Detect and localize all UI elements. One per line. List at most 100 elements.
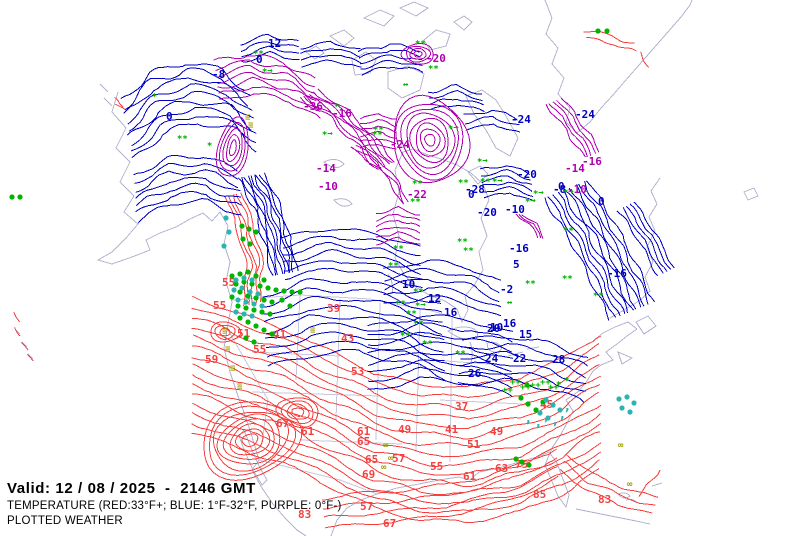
weather-symbol: ≡: [248, 121, 254, 131]
weather-symbol: ∗→: [533, 188, 544, 198]
station-dot-green: [240, 236, 246, 242]
contour-label: 37: [455, 400, 468, 413]
station-dot-teal: [247, 289, 253, 295]
contour-label: 65: [365, 453, 378, 466]
contour-label: 59: [205, 353, 218, 366]
station-dot-green: [246, 226, 252, 232]
station-dot-teal: [255, 291, 261, 297]
contour-label: 65: [357, 435, 370, 448]
weather-symbol: ∗∗: [458, 177, 469, 187]
weather-symbol: ∞: [618, 441, 624, 451]
weather-symbol: ∗∗: [253, 48, 264, 58]
coast-gulf-east: [330, 328, 638, 536]
station-dot-green: [279, 297, 285, 303]
station-dot-green: [251, 339, 257, 345]
contour-label: -10: [567, 183, 587, 196]
contour-label: 12: [428, 292, 441, 305]
weather-symbol: ++: [510, 378, 521, 388]
contour-label: -16: [607, 267, 627, 280]
contour-label: 55: [430, 460, 443, 473]
contour-label: 57: [360, 500, 373, 513]
contour-label: 49: [398, 423, 411, 436]
station-dot-teal: [616, 396, 622, 402]
station-dot-teal: [550, 402, 556, 408]
station-dot-green: [261, 277, 267, 283]
weather-symbol: ++: [540, 378, 551, 388]
weather-symbol: ∗∗: [177, 133, 188, 143]
contour-label: -24: [390, 138, 410, 151]
station-dot-teal: [537, 410, 543, 416]
weather-symbol: ∗∗: [428, 63, 439, 73]
weather-symbol: ∗→: [262, 66, 273, 76]
weather-symbol: ∗→: [492, 176, 503, 186]
station-dot-teal: [619, 405, 625, 411]
weather-symbol: ∗∗: [563, 225, 574, 235]
weather-symbol: ∗→: [448, 123, 459, 133]
station-dot-green: [269, 331, 275, 337]
station-dot-green: [526, 462, 532, 468]
station-dot-teal: [259, 303, 265, 309]
station-dot-teal: [233, 277, 239, 283]
weather-symbol: ≡: [245, 113, 251, 123]
contour-label: 0: [468, 188, 475, 201]
station-dot-teal: [627, 409, 633, 415]
contour-label: 22: [513, 352, 526, 365]
drizzle-symbol: ’: [551, 421, 559, 436]
contour-label: -20: [517, 168, 537, 181]
weather-symbol: ∗∗: [593, 290, 604, 300]
contour-label: 83: [598, 493, 611, 506]
station-dot-teal: [226, 229, 232, 235]
weather-symbol: ∗∗: [463, 245, 474, 255]
weather-symbol: ∗∗: [525, 278, 536, 288]
contour-label: 61: [463, 470, 477, 483]
coast-west: [96, 91, 307, 536]
weather-symbol: ∗∗: [413, 318, 424, 328]
station-dot-green: [525, 401, 531, 407]
contour-label: -20: [426, 52, 446, 65]
contour-label: 24: [485, 352, 499, 365]
station-dot-green: [265, 285, 271, 291]
station-dot-green: [253, 273, 259, 279]
coast-hudson-bay: [392, 148, 490, 324]
contour-label: 20: [487, 322, 500, 335]
contour-label: 55: [213, 299, 226, 312]
contour-label: -8: [553, 183, 566, 196]
weather-symbol: ∗∗: [395, 298, 406, 308]
station-dot-teal: [624, 394, 630, 400]
station-dots: ’’’’’’: [9, 28, 637, 468]
station-dot-green: [604, 28, 610, 34]
weather-symbol: ∞: [627, 480, 633, 490]
station-dot-green: [247, 241, 253, 247]
contour-label: 5: [513, 258, 520, 271]
weather-symbol: ≡: [237, 382, 243, 392]
valid-time-line: Valid: 12 / 08 / 2025 - 2146 GMT: [7, 480, 256, 497]
contour-label: 41: [273, 328, 287, 341]
drizzle-symbol: ’: [558, 415, 566, 430]
contour-label: 55: [253, 343, 266, 356]
weather-symbol: ∗∗: [388, 260, 399, 270]
contour-label: -24: [575, 108, 595, 121]
contour-label: -16: [332, 107, 352, 120]
station-dot-green: [281, 288, 287, 294]
weather-symbol: ∗→: [563, 187, 574, 197]
station-dot-green: [257, 283, 263, 289]
station-dot-teal: [249, 277, 255, 283]
station-dot-green: [237, 289, 243, 295]
contour-label: 57: [392, 452, 405, 465]
station-dot-teal: [239, 285, 245, 291]
weather-symbol: ∗∗: [562, 273, 573, 283]
contour-label: 61: [301, 425, 315, 438]
contour-label: 15: [519, 328, 532, 341]
contour-label: 10: [490, 321, 503, 334]
weather-symbol: ∗∗: [410, 196, 421, 206]
weather-symbol: ∗: [207, 140, 212, 150]
weather-symbol: ≡: [222, 327, 228, 337]
great-lakes: [447, 326, 540, 365]
weather-symbol: ++: [520, 383, 531, 393]
station-dot-teal: [221, 243, 227, 249]
weather-symbol: ≡: [225, 345, 231, 355]
drizzle-symbol: ’: [542, 417, 550, 432]
weather-symbol: ∞: [383, 441, 389, 451]
station-dot-teal: [233, 309, 239, 315]
contour-label: -10: [318, 180, 338, 193]
